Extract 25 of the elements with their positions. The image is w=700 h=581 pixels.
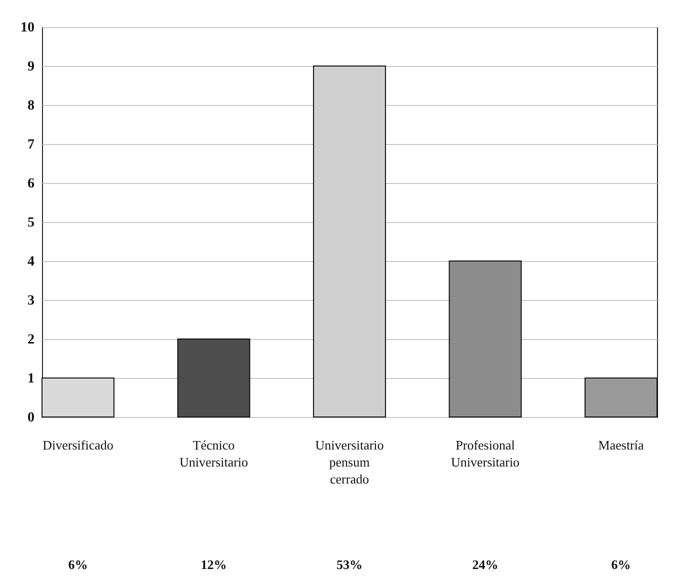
text: 12% (200, 557, 227, 572)
bar (448, 260, 522, 418)
y-tick-label: 0 (28, 410, 34, 426)
y-tick-label: 10 (20, 20, 34, 36)
y-tick-label: 5 (28, 216, 34, 230)
text: 24% (472, 557, 498, 572)
x-tick-label: Diversificado (42, 438, 114, 452)
bar (584, 378, 658, 418)
y-tick-label: 2 (28, 332, 34, 348)
y-tick-label: 4 (28, 254, 34, 270)
y-tick-label: 3 (28, 294, 34, 308)
y-tick-label: 8 (28, 98, 34, 114)
text: 6% (68, 557, 88, 572)
text: 6% (611, 557, 631, 572)
text: 53% (336, 557, 362, 572)
y-tick-label: 6 (28, 176, 34, 192)
y-tick-label: 7 (28, 138, 34, 152)
x-tick-label: Maestría (598, 438, 644, 452)
bar (42, 378, 114, 418)
x-tick-label: Técnico Universitario (179, 438, 248, 470)
y-tick-label: 9 (28, 60, 34, 74)
x-tick-label: Profesional Universitario (450, 438, 520, 470)
y-tick-label: 1 (28, 372, 34, 386)
x-tick-label: Universitario pensum cerrado (315, 438, 384, 486)
bar (177, 338, 250, 418)
